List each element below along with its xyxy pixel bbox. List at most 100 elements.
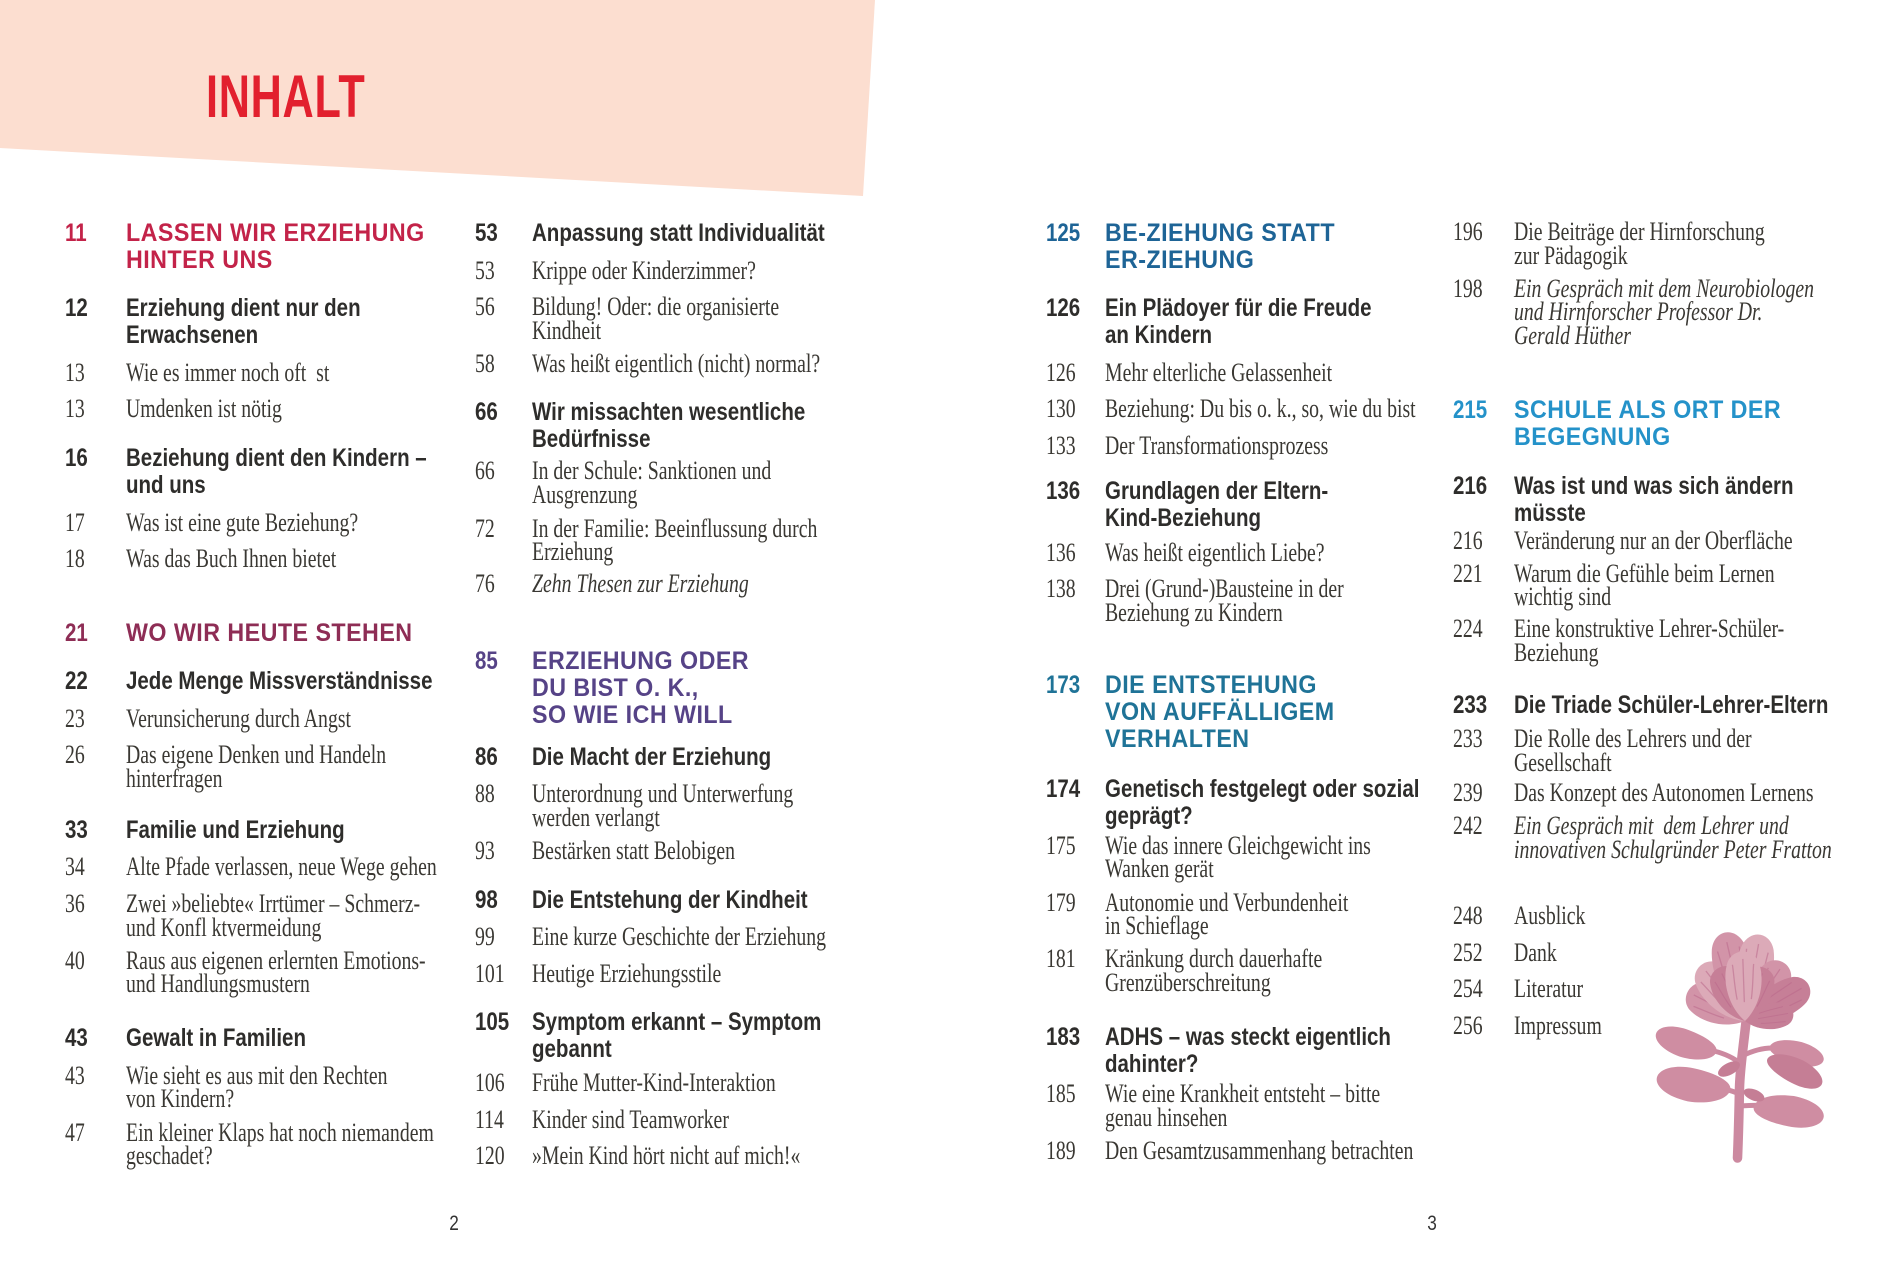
- toc-entry: 17 Was ist eine gute Beziehung?: [65, 507, 495, 537]
- entry-page-number: 66: [474, 398, 498, 427]
- flower-illustration: [1651, 927, 1828, 1163]
- toc-entry: 185 Wie eine Krankheit entsteht – bitte ge…: [1046, 1078, 1476, 1130]
- entry-page-number: 126: [1046, 357, 1076, 387]
- entry-title-line: geprägt?: [1104, 801, 1193, 830]
- entry-page-number: 101: [474, 958, 505, 988]
- entry-title-line: DU BIST O. K.,: [532, 674, 699, 702]
- entry-page-number: 53: [474, 219, 498, 247]
- entry-title-line: Umdenken ist nötig: [125, 394, 282, 424]
- entry-title-line: VON AUFFÄLLIGEM: [1104, 698, 1335, 727]
- entry-title-line: Wie eine Krankheit entsteht – bitte: [1104, 1078, 1380, 1108]
- entry-page-number: 34: [65, 852, 85, 882]
- toc-entry: 13 Umdenken ist nötig: [65, 394, 495, 424]
- toc-section-heading: 173 DIE ENTSTEHUNG VON AUFFÄLLIGEM VERHALTE…: [1046, 672, 1476, 753]
- toc-entry: 93 Bestärken statt Belobigen: [475, 838, 905, 864]
- entry-page-number: 36: [65, 888, 85, 918]
- toc-entry: 136 Grundlagen der Eltern- Kind-Beziehung: [1046, 478, 1476, 532]
- entry-title-line: wichtig sind: [1514, 582, 1612, 612]
- toc-entry: 88 Unterordnung und Unterwerfung werden ve…: [475, 781, 905, 830]
- entry-title: WO WIR HEUTE STEHEN: [126, 619, 496, 647]
- entry-page-number: 216: [1453, 525, 1483, 555]
- page-number-right: 3: [1427, 1212, 1437, 1235]
- entry-title: Zehn Thesen zur Erziehung: [532, 571, 905, 597]
- entry-title-line: In der Familie: Beeinflussung durch: [532, 513, 818, 543]
- entry-title-line: Zwei »beliebte« Irrtümer – Schmerz-: [125, 888, 420, 918]
- entry-page-number: 17: [65, 507, 85, 537]
- entry-title-line: Eine konstruktive Lehrer-Schüler-: [1514, 614, 1785, 644]
- entry-page-number: 175: [1046, 830, 1076, 860]
- entry-page-number: 12: [65, 294, 88, 323]
- flower-leaf: [1743, 1088, 1765, 1102]
- toc-entry: 221 Warum die Gefühle beim Lernen wichtig …: [1453, 558, 1883, 612]
- entry-title-line: in Schieflage: [1104, 911, 1209, 941]
- toc-entry: 98 Die Entstehung der Kindheit: [475, 886, 905, 914]
- entry-title-line: Ausblick: [1514, 900, 1586, 930]
- entry-title-line: und Hirnforscher Professor Dr.: [1514, 297, 1763, 327]
- entry-title: Was heißt eigentlich (nicht) normal?: [532, 351, 905, 377]
- entry-title-line: und Konfl ktvermeidung: [125, 912, 321, 942]
- entry-title-line: SCHULE ALS ORT DER: [1514, 395, 1782, 424]
- entry-title-line: Ein kleiner Klaps hat noch niemandem: [125, 1117, 434, 1147]
- entry-title-line: Die Beiträge der Hirnforschung: [1514, 217, 1765, 246]
- flower-leaf: [1718, 1061, 1740, 1077]
- entry-page-number: 99: [474, 922, 495, 951]
- entry-title: Impressum: [1514, 1013, 1883, 1039]
- entry-title-line: DIE ENTSTEHUNG: [1104, 671, 1317, 700]
- entry-page-number: 114: [474, 1104, 504, 1134]
- entry-page-number: 18: [65, 544, 85, 574]
- entry-page-number: 173: [1046, 671, 1081, 700]
- toc-section-heading: 11 LASSEN WIR ERZIEHUNG HINTER UNS: [65, 219, 495, 274]
- entry-title: Beziehung: Du bis o. k., so, wie du bist: [1105, 396, 1477, 422]
- entry-title-line: Kinder sind Teamworker: [532, 1104, 729, 1134]
- toc-entry: 120 »Mein Kind hört nicht auf mich!«: [475, 1143, 905, 1169]
- entry-title-line: Grundlagen der Eltern-: [1104, 477, 1328, 506]
- toc-entry: 179 Autonomie und Verbundenheit in Schiefl…: [1046, 887, 1477, 941]
- entry-title-line: Was heißt eigentlich Liebe?: [1104, 537, 1325, 567]
- entry-title: Ein Gespräch mit dem Neurobiologen und Hi…: [1514, 273, 1883, 348]
- entry-title-line: dahinter?: [1104, 1049, 1198, 1078]
- entry-page-number: 136: [1046, 537, 1076, 567]
- toc-entry: 40 Raus aus eigenen erlernten Emotions-un…: [65, 947, 495, 996]
- entry-title-line: Dank: [1514, 937, 1557, 967]
- entry-title: Autonomie und Verbundenheit in Schieflage: [1104, 889, 1477, 941]
- entry-title-line: Wanken gerät: [1104, 854, 1214, 884]
- entry-page-number: 56: [474, 292, 495, 322]
- page-number-left: 2: [449, 1212, 459, 1235]
- entry-title-line: HINTER UNS: [125, 245, 273, 274]
- entry-page-number: 106: [474, 1068, 505, 1097]
- entry-title-line: zur Pädagogik: [1514, 240, 1628, 270]
- entry-title-line: innovativen Schulgründer Peter Fratton: [1514, 834, 1832, 864]
- entry-title-line: Ausgrenzung: [532, 480, 638, 510]
- entry-title-line: Genetisch festgelegt oder sozial: [1104, 774, 1419, 803]
- entry-title: Dank: [1514, 937, 1883, 967]
- entry-title: Die Entstehung der Kindheit: [532, 886, 905, 914]
- toc-entry: 242 Ein Gespräch mit dem Lehrer und innova…: [1453, 811, 1883, 864]
- toc-entry: 105 Symptom erkannt – Symptom gebannt: [475, 1009, 905, 1063]
- entry-title: Bestärken statt Belobigen: [532, 838, 905, 864]
- entry-title-line: SO WIE ICH WILL: [532, 701, 733, 729]
- flower-branch: [1713, 1048, 1743, 1066]
- entry-title-line: Erziehung dient nur den: [125, 294, 361, 323]
- entry-page-number: 221: [1453, 558, 1483, 588]
- flower-blossom: [1678, 927, 1818, 1038]
- toc-entry: 198 Ein Gespräch mit dem Neurobiologen und…: [1453, 273, 1883, 348]
- entry-title: Eine kurze Geschichte der Erziehung: [532, 924, 905, 950]
- toc-entry: 126 Ein Plädoyer für die Freude an Kindern: [1046, 295, 1476, 349]
- toc-section-heading: 21 WO WIR HEUTE STEHEN: [65, 619, 496, 647]
- toc-entry: 13 Wie es immer noch oft st: [65, 359, 496, 385]
- entry-title: Verunsicherung durch Angst: [126, 705, 496, 731]
- toc-entry: 26 Das eigene Denken und Handeln hinterfra…: [65, 742, 495, 791]
- entry-title: Ausblick: [1514, 900, 1883, 930]
- entry-title-line: Kränkung durch dauerhafte: [1104, 944, 1322, 974]
- entry-title: Bildung! Oder: die organisierte Kindheit: [532, 294, 905, 343]
- entry-page-number: 179: [1046, 887, 1076, 917]
- entry-title: Erziehung dient nur den Erwachsenen: [126, 295, 496, 349]
- entry-page-number: 189: [1046, 1135, 1076, 1165]
- entry-title: Kinder sind Teamworker: [532, 1104, 905, 1134]
- entry-page-number: 242: [1453, 811, 1483, 841]
- entry-title: Wie es immer noch oft st: [126, 359, 496, 385]
- entry-title-line: Ein Gespräch mit dem Neurobiologen: [1514, 273, 1815, 303]
- entry-page-number: 85: [474, 647, 498, 675]
- entry-title-line: ER-ZIEHUNG: [1104, 245, 1254, 274]
